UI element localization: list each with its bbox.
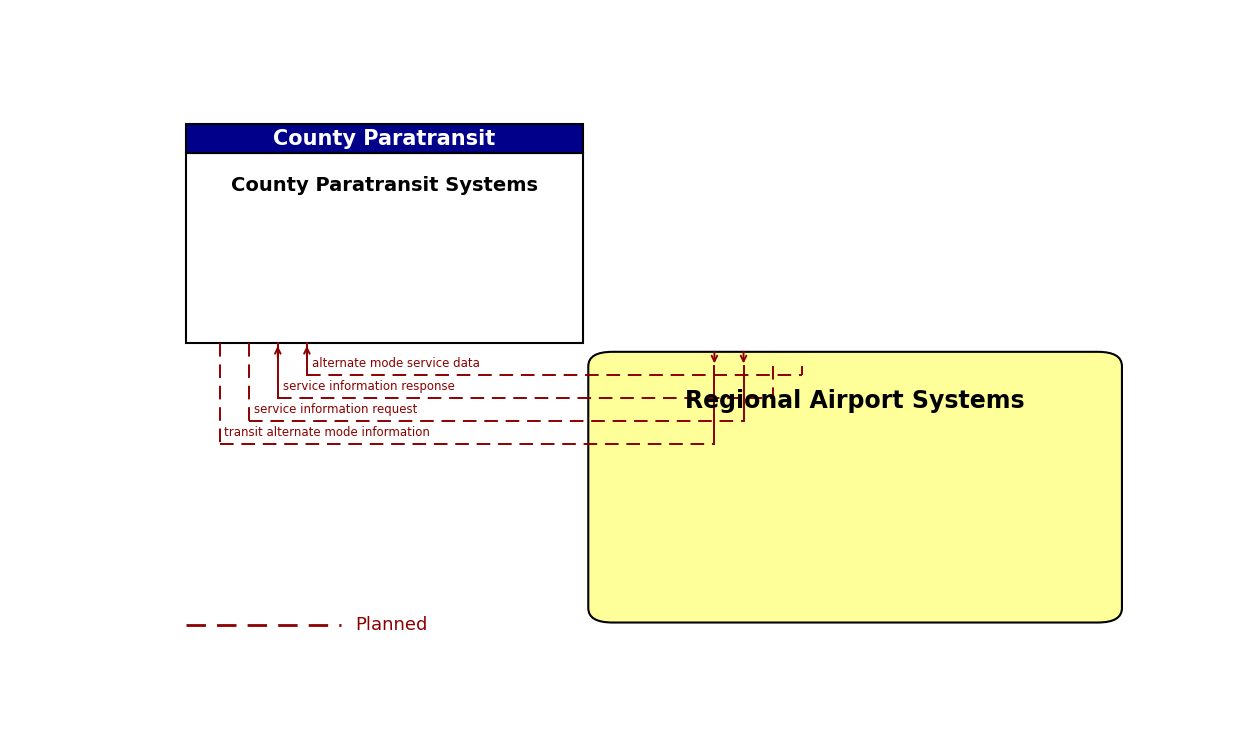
Text: service information request: service information request bbox=[253, 403, 417, 417]
Text: service information response: service information response bbox=[283, 380, 454, 393]
Text: transit alternate mode information: transit alternate mode information bbox=[224, 426, 431, 439]
FancyBboxPatch shape bbox=[185, 153, 583, 343]
Text: Regional Airport Systems: Regional Airport Systems bbox=[685, 389, 1025, 413]
FancyBboxPatch shape bbox=[588, 352, 1122, 622]
FancyBboxPatch shape bbox=[185, 124, 583, 153]
Text: alternate mode service data: alternate mode service data bbox=[312, 358, 480, 370]
Text: Planned: Planned bbox=[356, 616, 428, 634]
Text: County Paratransit Systems: County Paratransit Systems bbox=[232, 176, 538, 194]
Text: County Paratransit: County Paratransit bbox=[273, 129, 496, 149]
